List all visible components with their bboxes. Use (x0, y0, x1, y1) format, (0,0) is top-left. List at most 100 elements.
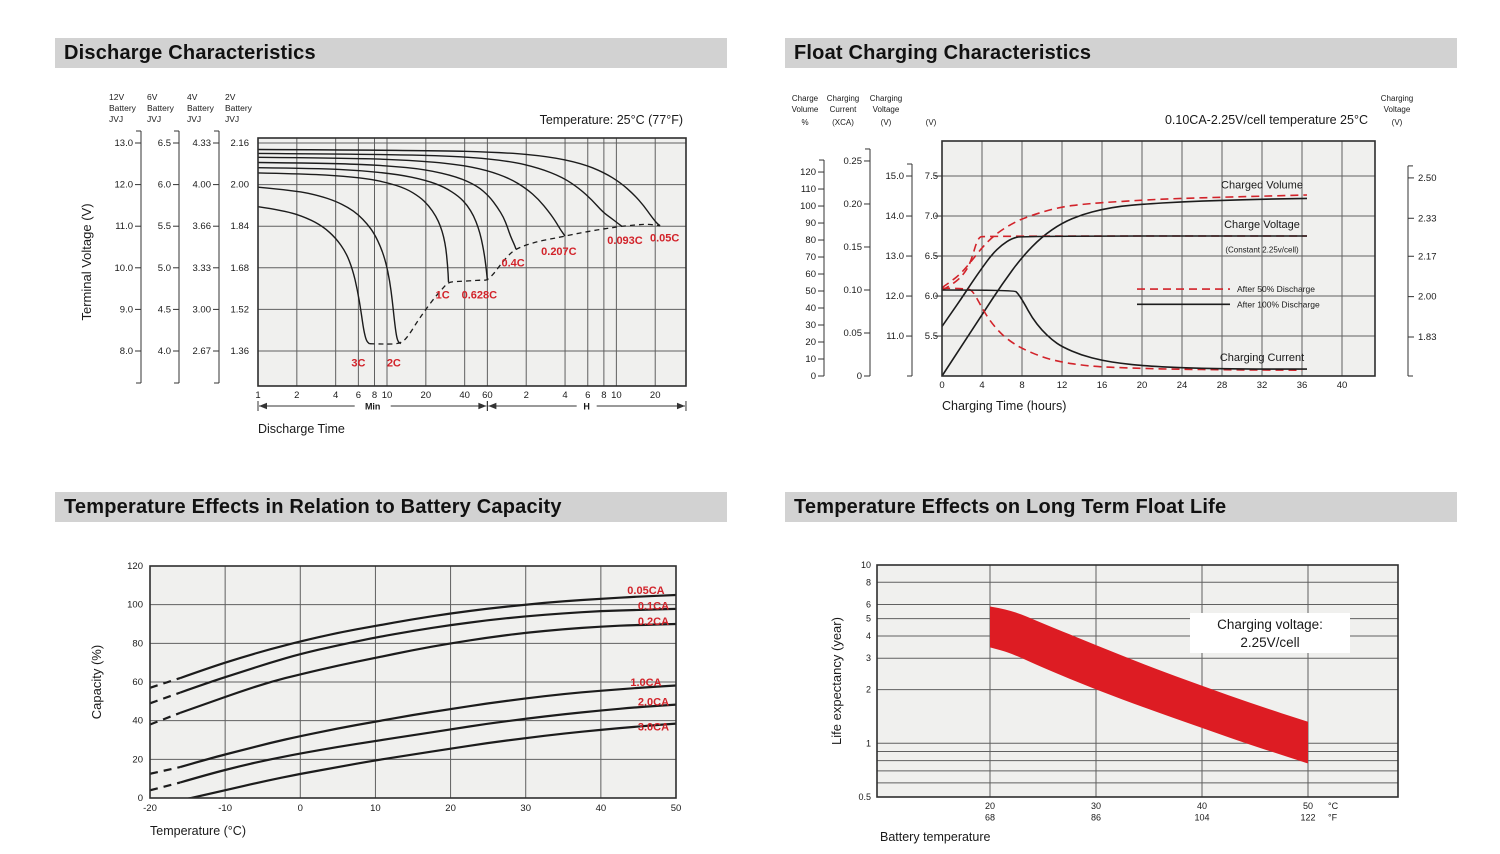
section-title-float-charging: Float Charging Characteristics (785, 38, 1457, 68)
svg-text:20: 20 (445, 803, 456, 814)
legend: After 50% Discharge After 100% Discharge (1137, 284, 1320, 309)
svg-text:-10: -10 (218, 803, 232, 814)
svg-text:Charge: Charge (792, 94, 819, 103)
svg-text:50: 50 (671, 803, 682, 814)
svg-text:Battery: Battery (109, 103, 137, 113)
float-charging-chart-svg: ChargeVolume%120110100908070605040302010… (792, 94, 1437, 413)
svg-text:20: 20 (985, 801, 995, 811)
axis-bracket (213, 130, 220, 384)
plot-border (941, 140, 1376, 377)
svg-text:6.0: 6.0 (925, 291, 938, 302)
series-charged-volume-after-100pct-discharge (941, 197, 1308, 377)
series-charged-volume-after-50pct-discharge (941, 194, 1308, 289)
svg-text:(Constant 2.25v/cell): (Constant 2.25v/cell) (1225, 246, 1299, 255)
svg-text:80: 80 (805, 235, 816, 246)
svg-text:Temperature (°C): Temperature (°C) (150, 824, 246, 838)
svg-text:JVJ: JVJ (187, 114, 201, 124)
svg-text:2.17: 2.17 (1418, 251, 1437, 262)
section-title-text: Temperature Effects in Relation to Batte… (64, 496, 562, 518)
svg-text:28: 28 (1217, 380, 1228, 391)
svg-text:(V): (V) (1392, 118, 1403, 127)
end-voltage-locus (369, 223, 661, 345)
section-title-temp-capacity: Temperature Effects in Relation to Batte… (55, 492, 727, 522)
left-scale-xca: Charging Current (XCA) 0.25 0.20 0.15 0.10 0.05… (827, 94, 871, 382)
series-0.628C (257, 167, 489, 281)
left-scale-pct: ChargeVolume%120110100908070605040302010… (792, 94, 825, 382)
svg-text:7.5: 7.5 (925, 171, 938, 182)
svg-text:Charged Volume: Charged Volume (1221, 180, 1303, 192)
svg-text:6V: 6V (147, 92, 158, 102)
svg-text:1.36: 1.36 (231, 346, 250, 357)
svg-text:0.207C: 0.207C (541, 246, 577, 258)
svg-text:2.50: 2.50 (1418, 173, 1437, 184)
svg-text:1: 1 (866, 738, 871, 748)
svg-text:8: 8 (1019, 380, 1024, 391)
svg-text:13.0: 13.0 (886, 251, 905, 262)
svg-text:10: 10 (382, 390, 393, 401)
series-0.207C (257, 156, 566, 237)
axis-bracket (135, 130, 142, 384)
svg-text:12V: 12V (109, 92, 124, 102)
svg-text:°C: °C (1328, 801, 1339, 811)
plot-border (876, 564, 1399, 798)
svg-text:1.68: 1.68 (231, 263, 250, 274)
series-0.05C (257, 148, 661, 227)
svg-text:50: 50 (1303, 801, 1313, 811)
svg-text:40: 40 (805, 303, 816, 314)
svg-text:%: % (801, 118, 808, 127)
svg-text:40: 40 (596, 803, 607, 814)
series-lead-1.0CA (150, 766, 181, 775)
svg-text:Current: Current (830, 105, 857, 114)
svg-text:8.0: 8.0 (120, 346, 133, 357)
svg-text:H: H (583, 402, 590, 412)
series-charging-current-after-50pct-discharge (941, 287, 1303, 371)
left-scale-v12: Charging Voltage (V) 15.0 14.0 13.0 12.0 11.0 (870, 94, 913, 377)
time-unit-ranges: Min H (257, 400, 687, 412)
series-0.05CA (179, 593, 676, 680)
x-tick-labels: 20 68 30 86 40 104 50 122 °C °F (985, 801, 1339, 823)
series-0.4C (257, 161, 517, 250)
temperature-capacity-chart: 0.05CA 0.1CA 0.2CA 1.0CA 2.0CA 3.0CA 0 20 40 60 80… (55, 545, 731, 854)
svg-text:12.0: 12.0 (886, 291, 905, 302)
svg-text:30: 30 (805, 320, 816, 331)
svg-text:86: 86 (1091, 813, 1101, 823)
x-tick-labels: -20 -10 0 10 20 30 40 50 (143, 803, 681, 814)
svg-text:0.5: 0.5 (858, 792, 871, 802)
svg-text:After 100% Discharge: After 100% Discharge (1237, 299, 1320, 309)
series-0.1CA (179, 607, 676, 694)
svg-text:Life expectancy (year): Life expectancy (year) (829, 617, 844, 745)
svg-text:2: 2 (524, 390, 529, 401)
svg-text:0.628C: 0.628C (462, 289, 498, 301)
life-expectancy-band (990, 606, 1308, 764)
svg-text:4.33: 4.33 (193, 138, 212, 149)
svg-text:Volume: Volume (792, 105, 819, 114)
svg-text:3.00: 3.00 (193, 304, 212, 315)
svg-text:0.10CA-2.25V/cell temperature: 0.10CA-2.25V/cell temperature 25°C (1165, 113, 1368, 127)
svg-text:11.0: 11.0 (886, 331, 904, 342)
svg-text:4: 4 (866, 631, 871, 641)
svg-text:Min: Min (365, 402, 381, 412)
svg-text:6: 6 (585, 390, 590, 401)
y-tick-labels: 10 8 6 5 4 3 2 1 0.5 (858, 560, 871, 802)
series-charge-voltage-after-50pct-discharge (941, 235, 1307, 292)
svg-text:10: 10 (611, 390, 622, 401)
svg-text:0: 0 (939, 380, 944, 391)
svg-text:-20: -20 (143, 803, 157, 814)
left-scale-v6: (V) 7.5 7.0 6.5 6.0 5.5 (925, 118, 942, 342)
float-life-chart: Charging voltage: 2.25V/cell 10 8 6 5 4 3 2 1 0.5 2… (785, 545, 1461, 854)
discharge-curves (257, 148, 661, 345)
series-1.0CA (179, 684, 676, 769)
svg-text:3.33: 3.33 (193, 263, 212, 274)
svg-text:30: 30 (1091, 801, 1101, 811)
svg-text:Voltage: Voltage (1384, 105, 1411, 114)
svg-text:Charging: Charging (827, 94, 859, 103)
svg-text:0.093C: 0.093C (607, 235, 643, 247)
charging-curves (941, 194, 1308, 377)
svg-text:0.15: 0.15 (844, 242, 863, 253)
svg-text:JVJ: JVJ (225, 114, 239, 124)
section-title-text: Temperature Effects on Long Term Float L… (794, 496, 1227, 518)
svg-text:Capacity (%): Capacity (%) (89, 645, 104, 719)
svg-text:6.0: 6.0 (158, 180, 171, 191)
x-tick-labels: 1 2 4 6 8 10 20 40 60 2 4 6 8 10 20 (255, 390, 660, 401)
